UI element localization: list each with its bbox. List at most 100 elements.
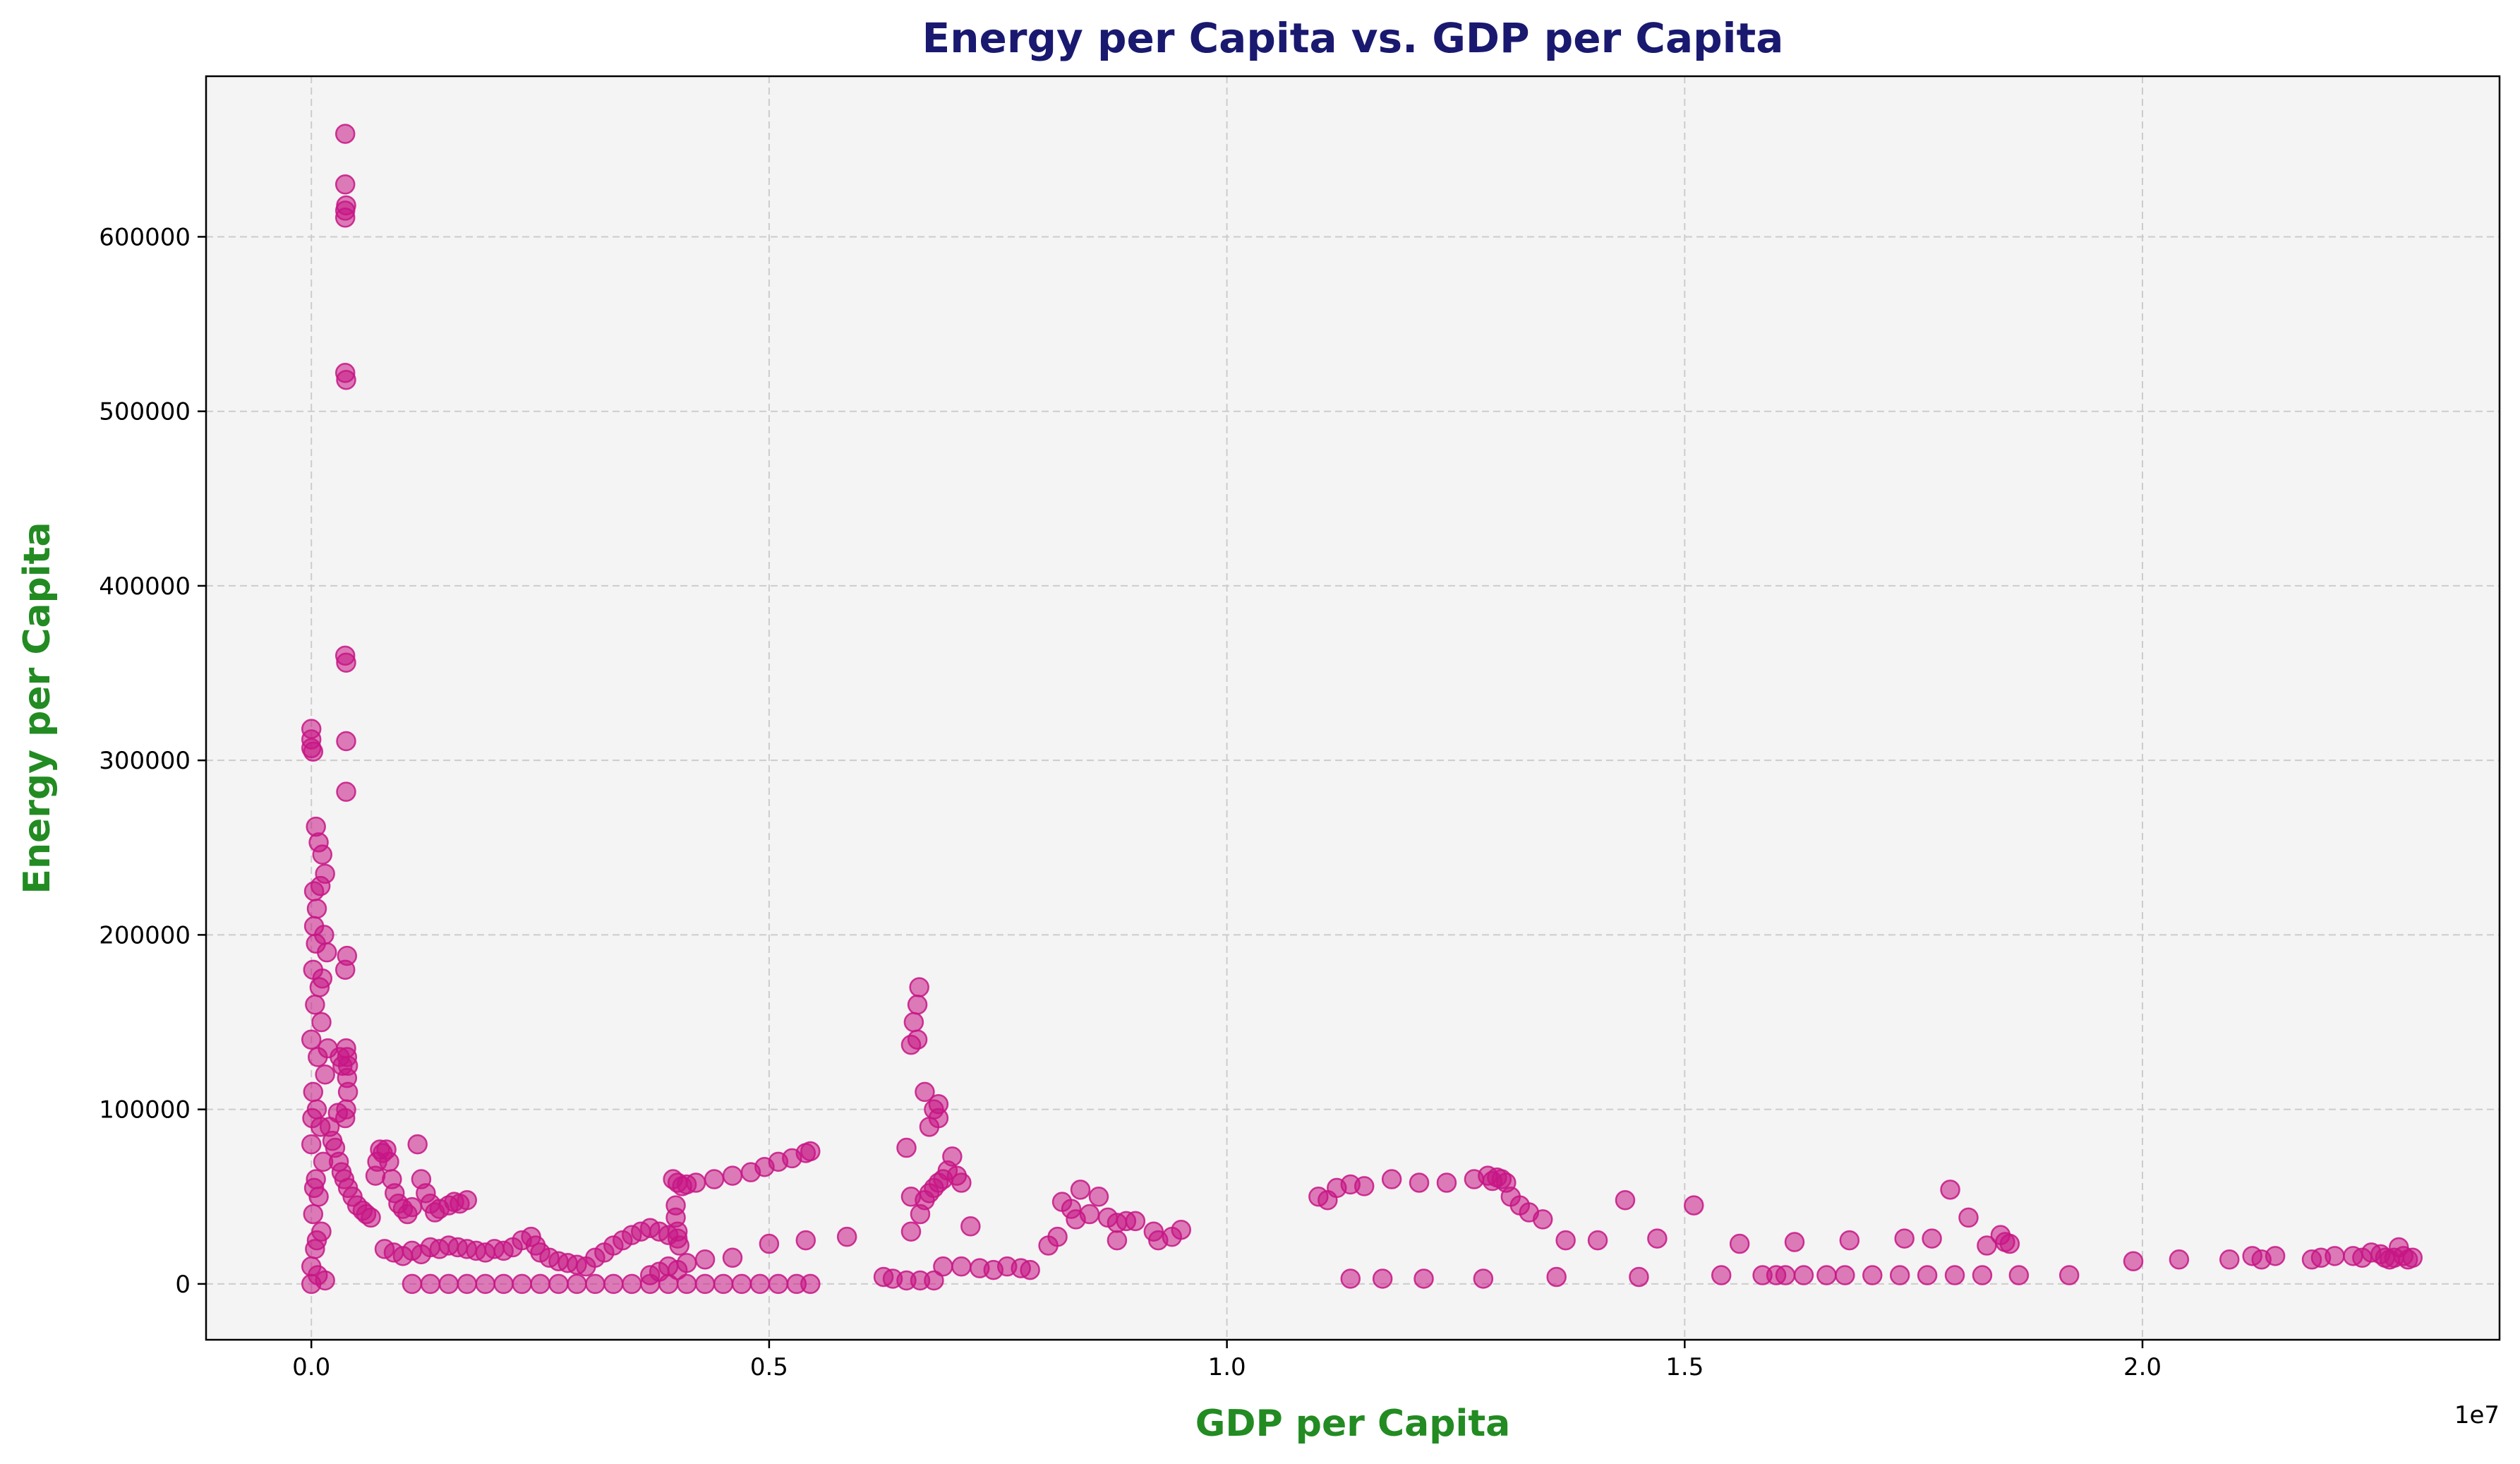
scatter-point xyxy=(713,1273,734,1295)
scatter-point xyxy=(438,1273,459,1295)
scatter-point xyxy=(942,1146,963,1167)
scatter-point xyxy=(1020,1259,1040,1280)
scatter-point xyxy=(933,1256,953,1277)
scatter-point xyxy=(306,1230,327,1251)
scatter-point xyxy=(512,1273,532,1295)
scatter-point xyxy=(2325,1246,2345,1266)
scatter-point xyxy=(303,741,324,762)
y-tick-label: 0 xyxy=(175,1271,191,1299)
scatter-point xyxy=(1148,1230,1169,1251)
scatter-point xyxy=(800,1273,821,1295)
scatter-point xyxy=(800,1141,821,1162)
scatter-point xyxy=(1793,1265,1814,1285)
scatter-point xyxy=(909,977,929,997)
scatter-point xyxy=(1729,1233,1750,1254)
x-tick-label: 0.5 xyxy=(750,1353,788,1381)
scatter-point xyxy=(1587,1230,1608,1251)
scatter-point xyxy=(493,1273,514,1295)
y-tick-label: 500000 xyxy=(99,398,191,426)
scatter-point xyxy=(1917,1265,1938,1285)
scatter-point xyxy=(303,1177,325,1199)
scatter-point xyxy=(379,1151,399,1172)
scatter-point xyxy=(302,1108,322,1129)
scatter-point xyxy=(2008,1265,2030,1285)
scatter-point xyxy=(336,652,356,673)
plot-area xyxy=(206,76,2500,1340)
scatter-point xyxy=(2402,1247,2423,1268)
scatter-point xyxy=(1125,1211,1146,1232)
scatter-point xyxy=(836,1226,857,1247)
scatter-point xyxy=(1381,1169,1402,1189)
scatter-point xyxy=(951,1256,972,1277)
scatter-point xyxy=(1958,1207,1979,1228)
y-tick-label: 300000 xyxy=(99,747,191,775)
scatter-point xyxy=(1409,1172,1430,1193)
scatter-point xyxy=(1839,1230,1860,1251)
scatter-point xyxy=(1372,1268,1393,1289)
scatter-point xyxy=(1413,1268,1434,1289)
y-axis-label: Energy per Capita xyxy=(16,522,59,894)
scatter-point xyxy=(1889,1265,1910,1285)
scatter-point xyxy=(1047,1226,1068,1247)
scatter-point xyxy=(306,933,326,954)
scatter-point xyxy=(1615,1189,1636,1211)
scatter-point xyxy=(1088,1187,1109,1207)
scatter-point xyxy=(2169,1249,2190,1270)
scatter-point xyxy=(312,844,333,865)
scatter-point xyxy=(1999,1233,2020,1254)
scatter-point xyxy=(1835,1265,1855,1285)
scatter-point xyxy=(924,1270,944,1291)
scatter-point xyxy=(1784,1232,1805,1252)
scatter-point xyxy=(903,1012,924,1033)
grid-lines xyxy=(206,76,2500,1340)
scatter-point xyxy=(420,1273,441,1295)
x-tick-label: 0.0 xyxy=(292,1353,330,1381)
scatter-point xyxy=(1922,1228,1942,1249)
scatter-point xyxy=(951,1172,972,1193)
y-tick-label: 600000 xyxy=(99,223,191,251)
scatter-point xyxy=(795,1230,816,1251)
scatter-point xyxy=(1107,1230,1128,1251)
scatter-point xyxy=(2058,1265,2080,1285)
scatter-point xyxy=(1647,1228,1668,1249)
scatter-point xyxy=(1775,1265,1796,1285)
scatter-point xyxy=(315,1064,335,1085)
scatter-point xyxy=(907,995,928,1015)
chart-title: Energy per Capita vs. GDP per Capita xyxy=(922,14,1784,62)
scatter-point xyxy=(334,208,356,228)
y-tick-label: 400000 xyxy=(99,572,191,601)
scatter-point xyxy=(303,1204,324,1225)
scatter-point xyxy=(1940,1180,1960,1200)
scatter-point xyxy=(1555,1230,1576,1251)
scatter-point xyxy=(334,124,356,144)
scatter-point xyxy=(722,1247,743,1268)
scatter-point xyxy=(303,1081,324,1103)
axis-ticks: 0.0 0.5 1.0 1.5 2.0 0 100000 200000 300000 400000… xyxy=(99,223,2162,1381)
scatter-point xyxy=(334,959,356,980)
scatter-point xyxy=(749,1273,771,1295)
scatter-point xyxy=(2219,1249,2240,1270)
scatter-point xyxy=(1711,1265,1732,1285)
scatter-point xyxy=(567,1273,587,1295)
scatter-point xyxy=(336,731,356,752)
scatter-point xyxy=(1079,1204,1100,1225)
y-tick-label: 200000 xyxy=(99,921,191,949)
scatter-point xyxy=(2265,1246,2286,1266)
scatter-point xyxy=(768,1273,789,1295)
scatter-point xyxy=(694,1273,716,1295)
scatter-point xyxy=(336,781,356,802)
scatter-point xyxy=(1546,1266,1567,1288)
scatter-point xyxy=(475,1273,495,1295)
x-tick-label: 1.0 xyxy=(1208,1353,1246,1381)
scatter-point xyxy=(312,968,333,989)
scatter-point xyxy=(407,1134,428,1155)
scatter-point xyxy=(530,1273,550,1295)
scatter-point xyxy=(1816,1265,1837,1285)
scatter-point xyxy=(548,1273,569,1295)
scatter-point xyxy=(585,1273,605,1295)
scatter-point xyxy=(1436,1172,1457,1193)
scatter-point xyxy=(669,1235,690,1256)
x-axis-offset-label: 1e7 xyxy=(2454,1401,2500,1429)
